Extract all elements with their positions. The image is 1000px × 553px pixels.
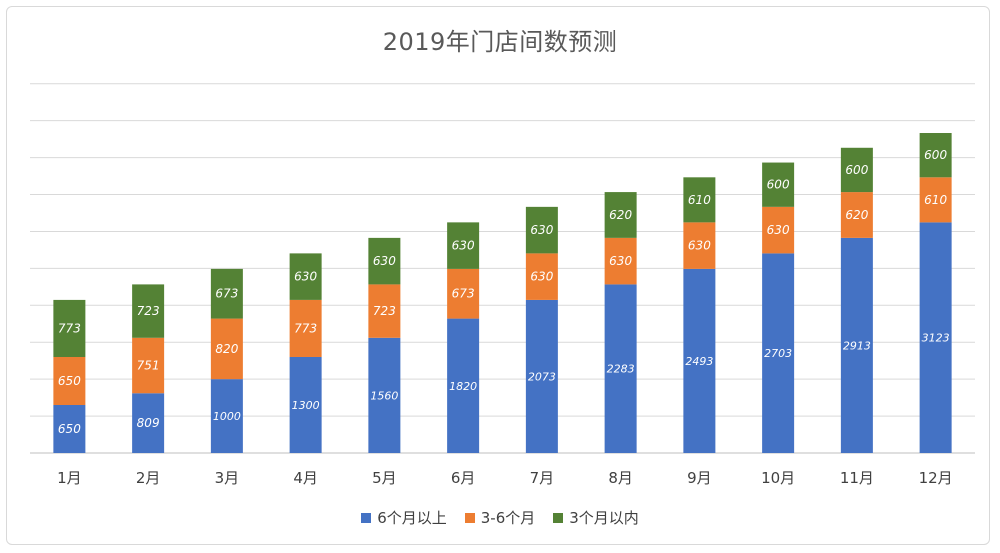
- bar-segment: [368, 284, 401, 338]
- bar-segment: [132, 284, 165, 338]
- bar-segment: [53, 299, 86, 357]
- x-tick-label: 11月: [840, 469, 874, 487]
- legend-item: 6个月以上: [361, 507, 447, 528]
- data-label: 630: [452, 239, 475, 253]
- bar-segment: [840, 237, 873, 453]
- bar-segment: [289, 253, 322, 300]
- x-tick-label: 4月: [293, 469, 318, 487]
- bar-segment: [919, 222, 952, 453]
- bar-segment: [840, 147, 873, 193]
- data-label: 723: [137, 304, 160, 318]
- legend-item: 3-6个月: [464, 507, 536, 528]
- data-label: 2493: [685, 355, 713, 368]
- data-label: 630: [530, 223, 553, 237]
- bar-segment: [683, 222, 716, 269]
- legend-label: 3-6个月: [480, 509, 536, 527]
- data-label: 630: [530, 270, 553, 284]
- data-label: 630: [373, 254, 396, 268]
- x-tick-label: 1月: [57, 469, 82, 487]
- data-label: 3123: [922, 332, 950, 345]
- data-label: 610: [688, 193, 711, 207]
- bar-segment: [762, 206, 795, 254]
- data-label: 650: [58, 422, 81, 436]
- bar-segment: [919, 133, 952, 178]
- bar-segment: [447, 318, 480, 453]
- x-tick-label: 8月: [608, 469, 633, 487]
- x-tick-label: 10月: [761, 469, 795, 487]
- bar-segment: [210, 268, 243, 319]
- x-tick-label: 7月: [530, 469, 555, 487]
- data-label: 1820: [449, 380, 477, 393]
- x-tick-label: 9月: [687, 469, 712, 487]
- x-tick-label: 2月: [136, 469, 161, 487]
- bar-segment: [604, 284, 637, 453]
- bar-segment: [919, 177, 952, 223]
- bar-segment: [447, 222, 480, 269]
- bar-segment: [368, 337, 401, 453]
- bar-segment: [210, 318, 243, 380]
- data-label: 2283: [607, 363, 635, 376]
- bar-segment: [525, 299, 558, 453]
- x-tick-label: 6月: [451, 469, 476, 487]
- chart-legend: 6个月以上 3-6个月 3个月以内: [0, 507, 1000, 528]
- data-label: 600: [767, 178, 790, 192]
- data-label: 1300: [292, 399, 320, 412]
- bar-segment: [683, 177, 716, 223]
- data-label: 620: [609, 208, 632, 222]
- bar-segment: [525, 253, 558, 300]
- legend-label: 3个月以内: [569, 509, 639, 527]
- legend-item: 3个月以内: [553, 507, 639, 528]
- data-label: 809: [137, 416, 160, 430]
- bar-segment: [289, 299, 322, 357]
- bar-segment: [447, 268, 480, 319]
- bar-segment: [604, 237, 637, 285]
- data-label: 2913: [843, 339, 871, 352]
- data-label: 773: [58, 321, 81, 335]
- data-label: 723: [373, 304, 396, 318]
- data-label: 773: [294, 321, 317, 335]
- bar-segment: [840, 192, 873, 238]
- bar-segment: [289, 356, 322, 453]
- data-label: 673: [452, 287, 475, 301]
- legend-swatch: [464, 512, 475, 523]
- data-label: 1000: [213, 410, 241, 423]
- bar-segment: [762, 162, 795, 207]
- data-label: 630: [767, 223, 790, 237]
- bar-segment: [683, 268, 716, 453]
- x-tick-label: 5月: [372, 469, 397, 487]
- data-label: 600: [924, 148, 947, 162]
- data-label: 1560: [370, 389, 398, 402]
- x-tick-label: 12月: [919, 469, 953, 487]
- data-label: 650: [58, 374, 81, 388]
- chart-frame: [6, 6, 990, 545]
- bar-segment: [53, 356, 86, 405]
- bar-segment: [132, 337, 165, 394]
- legend-swatch: [361, 512, 372, 523]
- bar-segment: [368, 237, 401, 285]
- data-label: 630: [294, 270, 317, 284]
- data-label: 673: [215, 287, 238, 301]
- data-label: 2703: [764, 347, 792, 360]
- data-label: 2073: [528, 370, 556, 383]
- bar-segment: [762, 253, 795, 453]
- chart-title: 2019年门店间数预测: [382, 28, 618, 56]
- legend-swatch: [553, 512, 564, 523]
- data-label: 620: [845, 208, 868, 222]
- data-label: 600: [845, 163, 868, 177]
- bar-segment: [604, 192, 637, 238]
- bar-segment: [525, 206, 558, 254]
- bar-segment: [210, 379, 243, 453]
- data-label: 820: [215, 342, 238, 356]
- data-label: 630: [688, 239, 711, 253]
- data-label: 630: [609, 254, 632, 268]
- legend-label: 6个月以上: [377, 509, 447, 527]
- bar-segment: [132, 393, 165, 453]
- bar-segment: [53, 404, 86, 453]
- data-label: 751: [137, 359, 160, 373]
- x-tick-label: 3月: [215, 469, 240, 487]
- data-label: 610: [924, 193, 947, 207]
